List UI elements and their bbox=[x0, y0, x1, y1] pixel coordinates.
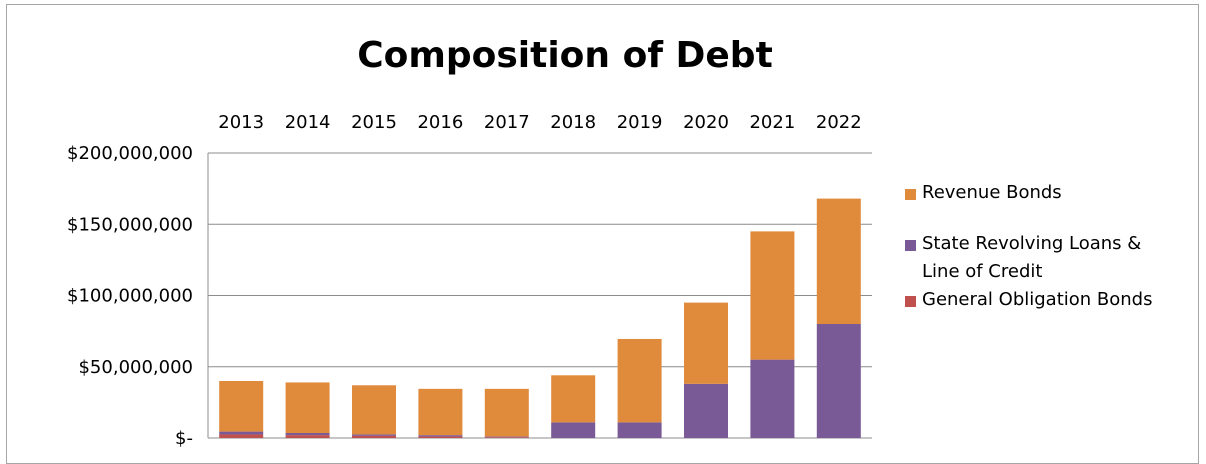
bar-2018-series-2 bbox=[551, 375, 596, 423]
bar-2019-series-2 bbox=[617, 338, 662, 423]
bar-2014-series-1 bbox=[285, 433, 330, 436]
y-axis: $200,000,000 $150,000,000 $100,000,000 $50,… bbox=[67, 143, 193, 449]
bar-2018-series-1 bbox=[551, 422, 596, 438]
bar-2014-series-0 bbox=[285, 435, 330, 438]
bar-2013-series-2 bbox=[219, 381, 264, 432]
legend-swatch bbox=[905, 296, 916, 307]
bar-2019-series-1 bbox=[617, 422, 662, 438]
x-tick-label: 2015 bbox=[351, 112, 397, 133]
chart-frame bbox=[6, 4, 1199, 464]
bar-2015-series-0 bbox=[352, 435, 396, 438]
legend-swatch bbox=[905, 240, 916, 251]
bar-2021-series-2 bbox=[750, 231, 795, 360]
bar-2017-series-1 bbox=[484, 436, 529, 438]
chart-title: Composition of Debt bbox=[357, 35, 773, 76]
x-tick-label: 2014 bbox=[285, 112, 331, 133]
bar-2020-series-2 bbox=[684, 302, 728, 384]
bar-2014-series-2 bbox=[285, 382, 330, 434]
bar-2022-series-1 bbox=[816, 324, 861, 438]
legend-label: General Obligation Bonds bbox=[922, 289, 1152, 310]
bar-2013-series-1 bbox=[219, 431, 264, 435]
y-tick-label: $100,000,000 bbox=[67, 286, 193, 307]
legend: Revenue Bonds State Revolving Loans & Line… bbox=[905, 182, 1152, 310]
bar-2016-series-1 bbox=[418, 435, 463, 437]
legend-swatch bbox=[905, 189, 916, 200]
x-tick-label: 2016 bbox=[417, 112, 463, 133]
x-axis: 2013 2014 2015 2016 2017 2018 2019 2020 2021 2022 bbox=[218, 112, 861, 133]
y-tick-label: $200,000,000 bbox=[67, 143, 193, 164]
bar-2020-series-1 bbox=[684, 383, 728, 438]
x-tick-label: 2019 bbox=[617, 112, 663, 133]
bar-2022-series-2 bbox=[816, 198, 861, 324]
bar-2015-series-2 bbox=[352, 385, 396, 435]
bar-2017-series-2 bbox=[484, 388, 529, 437]
x-tick-label: 2021 bbox=[749, 112, 795, 133]
x-tick-label: 2020 bbox=[683, 112, 729, 133]
bars bbox=[219, 198, 861, 438]
bar-2016-series-2 bbox=[418, 388, 463, 436]
bar-2015-series-1 bbox=[352, 434, 396, 436]
x-tick-label: 2017 bbox=[484, 112, 530, 133]
bar-2016-series-0 bbox=[418, 436, 463, 438]
legend-label: State Revolving Loans & Line of Credit bbox=[922, 233, 1141, 282]
bar-2013-series-0 bbox=[219, 434, 264, 438]
x-tick-label: 2018 bbox=[550, 112, 596, 133]
legend-label: Revenue Bonds bbox=[922, 182, 1062, 203]
y-tick-label: $- bbox=[175, 428, 193, 449]
x-tick-label: 2022 bbox=[816, 112, 862, 133]
y-tick-label: $150,000,000 bbox=[67, 214, 193, 235]
bar-2021-series-1 bbox=[750, 359, 795, 438]
x-tick-label: 2013 bbox=[218, 112, 264, 133]
bar-2017-series-0 bbox=[484, 437, 529, 438]
y-tick-label: $50,000,000 bbox=[78, 357, 193, 378]
